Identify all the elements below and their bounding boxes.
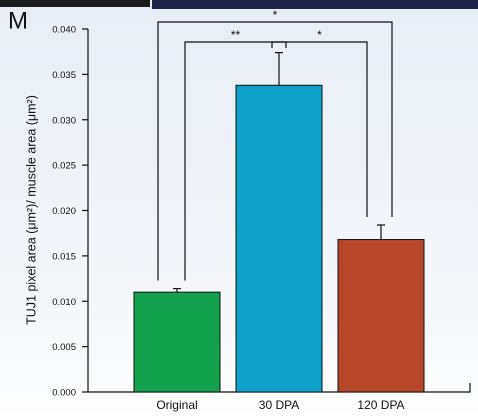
y-tick-label: 0.025: [52, 161, 76, 172]
x-tick-label: 120 DPA: [357, 398, 404, 412]
y-tick-label: 0.020: [52, 206, 76, 217]
chart: M TUJ1 pixel area (μm²)/ muscle area (μm…: [0, 0, 478, 418]
y-tick-label: 0.030: [52, 115, 76, 126]
y-tick-label: 0.035: [52, 70, 76, 81]
bar: [338, 240, 424, 392]
y-tick-label: 0.040: [52, 25, 76, 36]
panel-label: M: [8, 7, 28, 34]
y-tick-label: 0.010: [52, 297, 76, 308]
y-tick-label: 0.015: [52, 251, 76, 262]
x-tick-label: 30 DPA: [259, 398, 299, 412]
significance-label: *: [317, 28, 322, 42]
x-tick-label: Original: [156, 398, 197, 412]
bar: [134, 292, 220, 392]
image-strip: [152, 0, 478, 9]
y-tick-label: 0.005: [52, 342, 76, 353]
significance-label: *: [273, 8, 278, 22]
image-strip: [0, 0, 150, 7]
y-tick-label: 0.000: [52, 388, 76, 399]
bar: [236, 85, 322, 392]
y-axis-label: TUJ1 pixel area (μm²)/ muscle area (μm²): [24, 95, 38, 325]
significance-label: **: [231, 28, 241, 42]
